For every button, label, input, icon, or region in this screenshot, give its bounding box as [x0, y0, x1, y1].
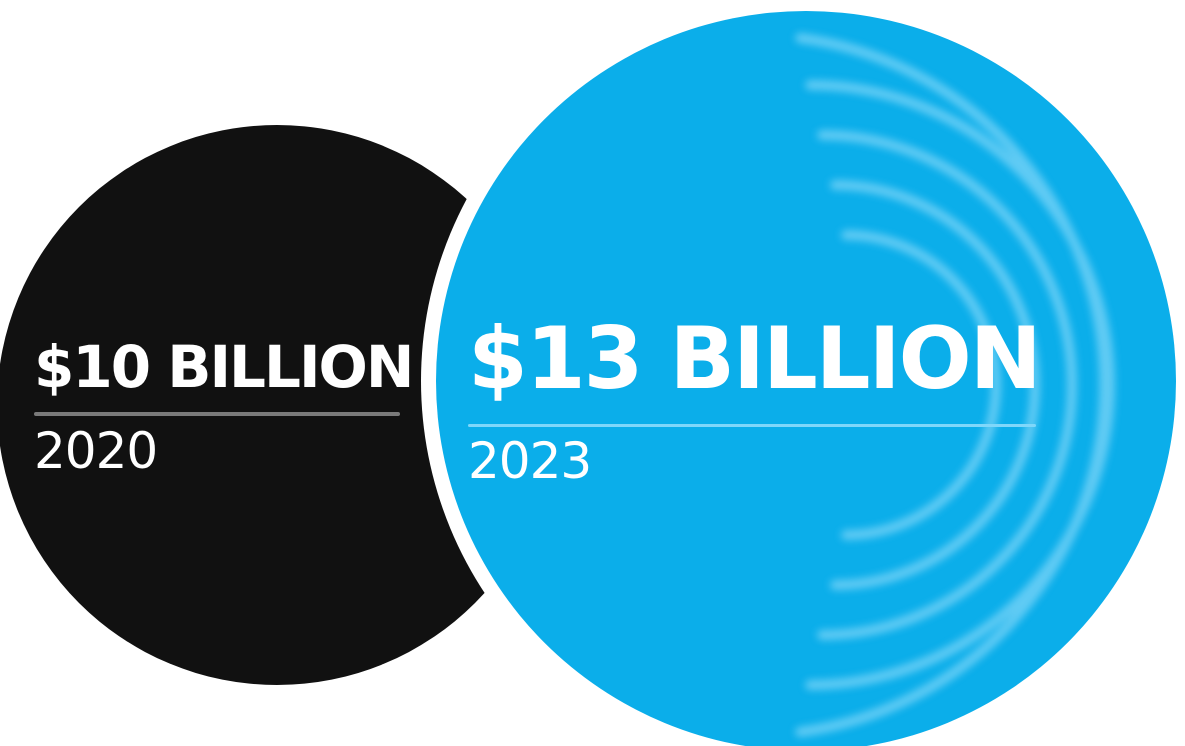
circle-2020 [0, 125, 557, 685]
year-2023-label: 2023 [468, 432, 592, 490]
year-2020-label: 2020 [34, 422, 158, 480]
ripple-rings-decoration [795, 33, 1115, 737]
value-2020-label: $10 BILLION [34, 333, 414, 401]
divider-2020 [34, 412, 400, 416]
divider-2023 [468, 424, 1036, 427]
value-2023-label: $13 BILLION [468, 309, 1042, 409]
